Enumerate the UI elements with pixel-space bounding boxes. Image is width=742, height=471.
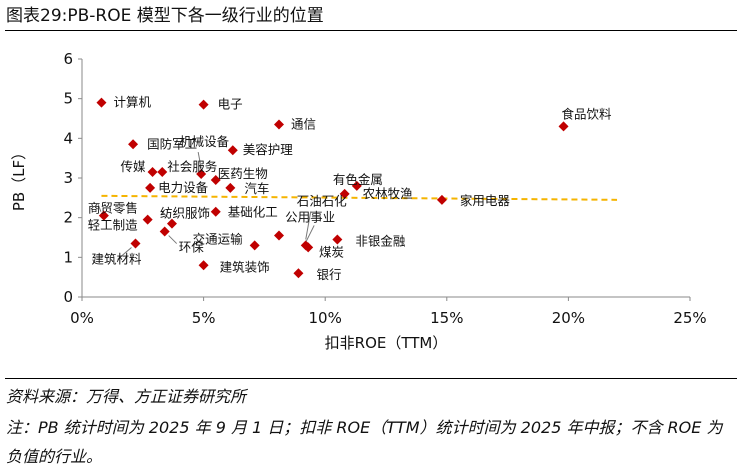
- data-point: [210, 206, 221, 217]
- source-note: 资料来源：万得、方正证券研究所: [6, 387, 247, 406]
- data-label: 食品饮料: [562, 106, 613, 121]
- data-label: 美容护理: [243, 142, 294, 157]
- data-point: [225, 182, 236, 193]
- x-tick-label: 5%: [192, 309, 216, 327]
- leader-line: [168, 235, 178, 244]
- data-point: [128, 139, 139, 150]
- data-label: 社会服务: [167, 159, 217, 174]
- x-tick-label: 10%: [309, 309, 342, 327]
- data-point: [436, 194, 447, 205]
- data-label: 环保: [179, 240, 205, 255]
- data-point: [196, 169, 207, 180]
- data-point: [293, 268, 304, 279]
- y-tick-label: 2: [63, 209, 73, 227]
- data-point: [147, 167, 158, 178]
- footer-rule: [5, 378, 737, 379]
- data-point: [142, 214, 153, 225]
- leader-line: [161, 211, 170, 219]
- x-tick-label: 25%: [673, 309, 706, 327]
- data-label: 电子: [218, 97, 243, 112]
- data-point: [273, 230, 284, 241]
- data-label: 国防军工: [147, 136, 197, 151]
- trend-line: [101, 194, 618, 201]
- y-tick-label: 1: [63, 248, 73, 266]
- x-tick-label: 20%: [552, 309, 585, 327]
- data-label: 农林牧渔: [363, 186, 413, 201]
- data-label: 交通运输: [193, 231, 244, 246]
- data-label: 机械设备: [179, 134, 230, 149]
- data-point: [303, 242, 314, 253]
- data-label: 建筑装饰: [220, 259, 270, 274]
- data-label: 建筑材料: [92, 251, 143, 266]
- data-label: 基础化工: [228, 205, 278, 220]
- leader-line: [305, 225, 315, 242]
- data-label: 有色金属: [333, 172, 383, 187]
- y-tick-label: 4: [63, 129, 73, 147]
- data-label: 汽车: [244, 181, 269, 196]
- y-tick-label: 0: [63, 288, 73, 306]
- data-point: [332, 234, 343, 245]
- y-axis-title: PB（LF）: [10, 145, 28, 211]
- leader-line: [197, 151, 202, 169]
- x-tick-label: 0%: [70, 309, 94, 327]
- data-label: 公用事业: [285, 209, 335, 224]
- data-point: [351, 180, 362, 191]
- data-label: 煤炭: [319, 245, 344, 260]
- x-axis-title: 扣非ROE（TTM）: [325, 334, 448, 352]
- data-point: [159, 226, 170, 237]
- data-label: 传媒: [121, 159, 147, 174]
- data-point: [558, 121, 569, 132]
- data-point: [166, 218, 177, 229]
- data-point: [210, 174, 221, 185]
- y-tick-label: 5: [63, 90, 73, 108]
- data-point: [145, 182, 156, 193]
- footnote: 注：PB 统计时间为 2025 年 9 月 1 日；扣非 ROE（TTM）统计时…: [6, 418, 723, 466]
- data-label: 医药生物: [218, 166, 268, 181]
- y-tick-label: 3: [63, 169, 73, 187]
- data-point: [198, 99, 209, 110]
- data-point: [249, 240, 260, 251]
- leader-line: [305, 211, 312, 240]
- data-label: 商贸零售: [88, 201, 138, 216]
- data-point: [198, 260, 209, 271]
- data-point: [273, 119, 284, 130]
- data-point: [339, 188, 350, 199]
- title-rule: [5, 30, 737, 31]
- data-point: [227, 145, 238, 156]
- y-tick-label: 6: [63, 50, 73, 68]
- data-point: [96, 97, 107, 108]
- data-label: 石油石化: [297, 193, 348, 208]
- data-label: 计算机: [113, 95, 151, 110]
- data-label: 家用电器: [460, 193, 511, 208]
- data-label: 银行: [316, 267, 341, 282]
- data-point: [98, 210, 109, 221]
- data-point: [130, 238, 141, 249]
- data-label: 轻工制造: [88, 218, 139, 233]
- leader-line: [117, 247, 132, 260]
- leader-line: [97, 203, 102, 212]
- figure-title: 图表29:PB-ROE 模型下各一级行业的位置: [6, 6, 324, 26]
- data-label: 电力设备: [158, 180, 209, 195]
- data-label: 非银金融: [355, 233, 406, 248]
- data-point: [157, 167, 168, 178]
- data-label: 通信: [291, 116, 316, 131]
- x-tick-label: 15%: [430, 309, 463, 327]
- data-label: 纺织服饰: [160, 206, 210, 221]
